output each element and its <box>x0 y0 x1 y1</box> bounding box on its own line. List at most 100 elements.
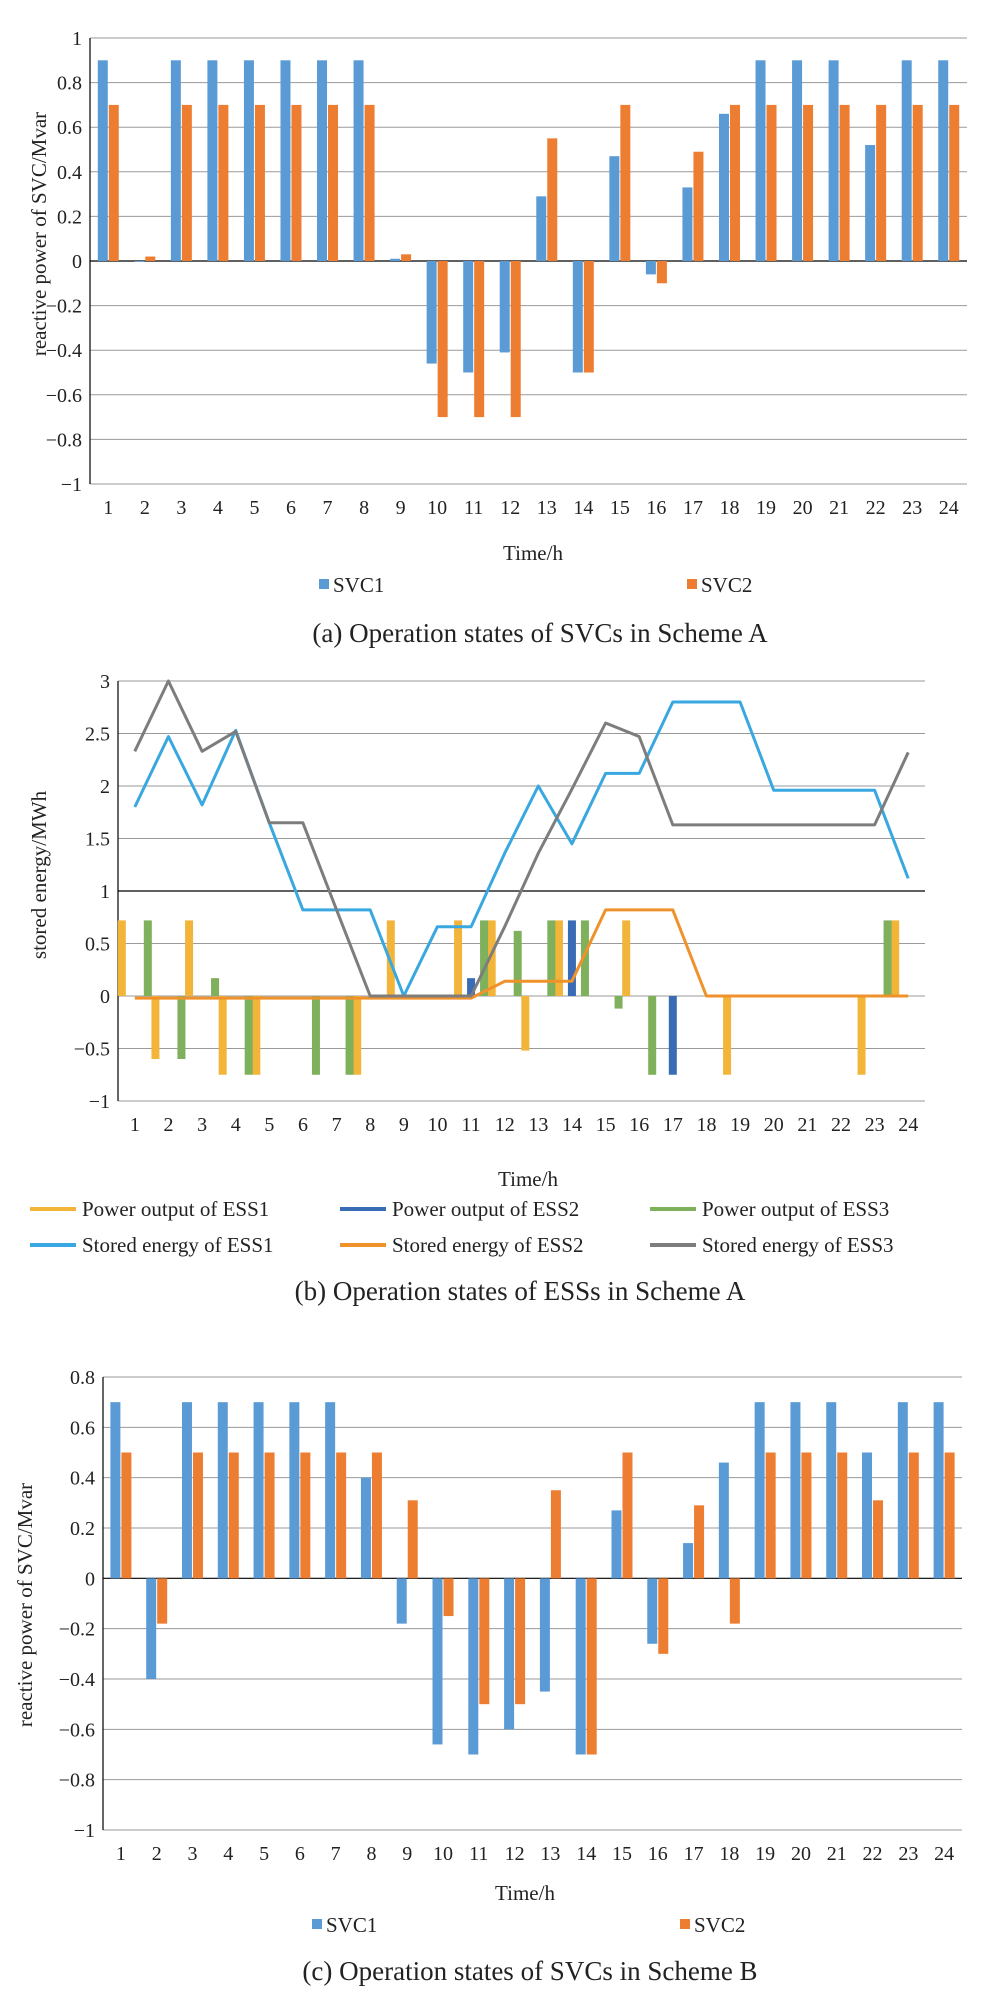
c-bar-svc1 <box>468 1578 479 1755</box>
c-bar-svc1 <box>754 1402 765 1579</box>
c-x-tick-label: 22 <box>863 1843 883 1865</box>
b-x-tick-label: 12 <box>495 1114 515 1136</box>
c-bar-svc2 <box>157 1578 168 1624</box>
c-bar-svc2 <box>443 1578 454 1617</box>
a-bar-svc1 <box>426 261 437 364</box>
a-bar-svc2 <box>181 104 192 262</box>
a-y-tick-label: −0.4 <box>46 340 82 362</box>
a-bar-svc2 <box>839 104 850 262</box>
b-bar-power-output-of-ess2 <box>668 996 677 1075</box>
a-legend: SVC1 SVC2 <box>319 573 752 597</box>
c-bar-svc1 <box>790 1402 801 1579</box>
b-y-tick-label: 0 <box>100 986 110 1008</box>
panel-b-ess-scheme-a: 32.521.510.50−0.5−1 1 2 3 4 5 6 7 8 9 10 11 12 13 14 1… <box>27 671 925 1306</box>
c-bar-svc1 <box>504 1578 515 1730</box>
c-bar-svc2 <box>121 1452 132 1579</box>
b-legend-label-ess3-power: Power output of ESS3 <box>702 1197 889 1221</box>
a-bar-svc2 <box>803 104 814 262</box>
c-bar-svc1 <box>289 1402 300 1579</box>
b-x-tick-label: 14 <box>562 1114 582 1136</box>
b-bar-power-output-of-ess1 <box>185 920 194 996</box>
c-bar-svc1 <box>325 1402 336 1579</box>
c-x-tick-label: 11 <box>469 1843 488 1865</box>
c-y-tick-label: 0.4 <box>70 1468 95 1490</box>
a-bar-svc1 <box>938 60 949 261</box>
b-y-tick-label: 2 <box>100 776 110 798</box>
c-bar-svc2 <box>479 1578 490 1705</box>
c-bar-svc2 <box>765 1452 776 1579</box>
a-bar-svc2 <box>656 261 667 284</box>
c-bar-svc2 <box>264 1452 275 1579</box>
b-y-tick-label: 0.5 <box>85 934 110 956</box>
b-x-tick-label: 15 <box>596 1114 616 1136</box>
a-x-tick-label: 3 <box>176 497 186 519</box>
c-bar-svc2 <box>729 1578 740 1624</box>
a-bar-svc2 <box>583 261 594 373</box>
a-x-tick-label: 18 <box>719 497 739 519</box>
c-bar-svc2 <box>622 1452 633 1579</box>
a-bar-svc1 <box>134 261 145 262</box>
c-bar-svc2 <box>336 1452 347 1579</box>
b-bar-power-output-of-ess3 <box>883 920 892 996</box>
c-bar-svc2 <box>228 1452 239 1579</box>
c-x-tick-label: 5 <box>259 1843 269 1865</box>
a-y-tick-label: 0.2 <box>57 206 82 228</box>
c-y-tick-label: 0.8 <box>70 1367 95 1389</box>
c-y-tick-label: 0 <box>85 1568 95 1590</box>
c-bar-svc2 <box>407 1500 418 1579</box>
c-bar-svc1 <box>647 1578 658 1644</box>
c-bar-svc1 <box>217 1402 228 1579</box>
a-legend-label-svc2: SVC2 <box>701 573 752 597</box>
a-bar-svc2 <box>912 104 923 262</box>
a-x-tick-label: 19 <box>756 497 776 519</box>
b-y-tick-label: −0.5 <box>74 1039 110 1061</box>
b-legend-label-ess1-energy: Stored energy of ESS1 <box>82 1233 274 1257</box>
c-legend-swatch-svc2 <box>680 1919 690 1929</box>
a-x-tick-label: 13 <box>537 497 557 519</box>
c-bar-svc2 <box>586 1578 597 1755</box>
c-legend-label-svc1: SVC1 <box>326 1913 377 1937</box>
b-x-tick-label: 2 <box>163 1114 173 1136</box>
a-bar-svc1 <box>901 60 912 261</box>
b-bar-power-output-of-ess3 <box>244 996 253 1075</box>
a-y-tick-label: 0.8 <box>57 73 82 95</box>
b-bar-power-output-of-ess3 <box>648 996 657 1075</box>
b-x-tick-labels: 1 2 3 4 5 6 7 8 9 10 11 12 13 14 15 16 17 18 19 20 21 22 23 24 <box>130 1114 918 1136</box>
b-bars <box>117 920 900 1075</box>
b-y-tick-label: 1 <box>100 881 110 903</box>
b-x-tick-label: 4 <box>231 1114 241 1136</box>
a-bar-svc2 <box>766 104 777 262</box>
a-bar-svc1 <box>718 113 729 261</box>
b-y-tick-label: 3 <box>100 671 110 693</box>
c-legend-swatch-svc1 <box>312 1919 322 1929</box>
a-x-tick-label: 20 <box>793 497 813 519</box>
b-x-tick-label: 20 <box>764 1114 784 1136</box>
b-x-tick-label: 17 <box>663 1114 683 1136</box>
a-bar-svc2 <box>729 104 740 262</box>
b-bar-power-output-of-ess3 <box>614 996 623 1009</box>
c-x-tick-labels: 1 2 3 4 5 6 7 8 9 10 11 12 13 14 15 16 17 18 19 20 21 22 23 24 <box>116 1843 954 1865</box>
a-x-tick-label: 17 <box>683 497 703 519</box>
a-bar-svc2 <box>145 256 156 261</box>
c-x-tick-label: 3 <box>187 1843 197 1865</box>
c-x-tick-label: 15 <box>612 1843 632 1865</box>
a-bar-svc1 <box>353 60 364 261</box>
c-bar-svc1 <box>683 1543 694 1579</box>
b-x-tick-label: 8 <box>365 1114 375 1136</box>
a-y-tick-label: 1 <box>72 28 82 50</box>
b-y-tick-label: 1.5 <box>85 829 110 851</box>
b-x-tick-label: 10 <box>427 1114 447 1136</box>
b-bar-power-output-of-ess1 <box>454 920 463 996</box>
a-bar-svc1 <box>97 60 108 261</box>
c-legend: SVC1 SVC2 <box>312 1913 745 1937</box>
c-x-tick-label: 9 <box>402 1843 412 1865</box>
c-x-tick-label: 23 <box>898 1843 918 1865</box>
c-x-tick-label: 24 <box>934 1843 954 1865</box>
c-bar-svc1 <box>253 1402 264 1579</box>
a-x-tick-label: 7 <box>323 497 333 519</box>
c-y-axis-title: reactive power of SVC/Mvar <box>13 1483 37 1727</box>
a-bar-svc2 <box>364 104 375 262</box>
a-bars <box>97 60 960 418</box>
